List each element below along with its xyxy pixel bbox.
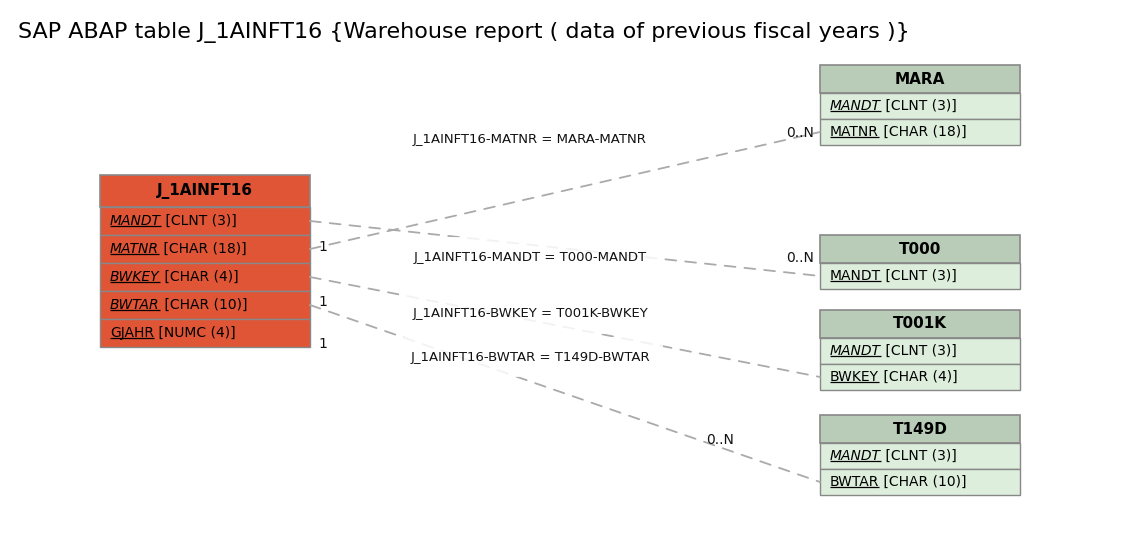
Text: SAP ABAP table J_1AINFT16 {Warehouse report ( data of previous fiscal years )}: SAP ABAP table J_1AINFT16 {Warehouse rep… bbox=[18, 22, 910, 43]
Text: [CHAR (10)]: [CHAR (10)] bbox=[160, 298, 247, 312]
Text: BWKEY: BWKEY bbox=[830, 370, 879, 384]
Text: BWKEY: BWKEY bbox=[110, 270, 160, 284]
Text: MANDT: MANDT bbox=[830, 344, 881, 358]
Bar bbox=[100, 175, 310, 207]
Text: MANDT: MANDT bbox=[830, 99, 881, 113]
Bar bbox=[820, 119, 1020, 145]
Bar bbox=[820, 443, 1020, 469]
Bar bbox=[100, 207, 310, 235]
Text: [CLNT (3)]: [CLNT (3)] bbox=[881, 344, 956, 358]
Bar bbox=[820, 263, 1020, 289]
Text: [CLNT (3)]: [CLNT (3)] bbox=[881, 269, 957, 283]
Text: [CLNT (3)]: [CLNT (3)] bbox=[161, 214, 237, 228]
Bar bbox=[100, 263, 310, 291]
Text: T001K: T001K bbox=[893, 317, 947, 332]
Text: [CHAR (4)]: [CHAR (4)] bbox=[160, 270, 238, 284]
Text: 1: 1 bbox=[318, 295, 327, 309]
Bar bbox=[820, 310, 1020, 338]
Bar bbox=[100, 235, 310, 263]
Text: 1: 1 bbox=[318, 240, 327, 254]
Text: 0..N: 0..N bbox=[786, 126, 813, 140]
Text: MANDT: MANDT bbox=[110, 214, 161, 228]
Bar bbox=[820, 415, 1020, 443]
Text: [CHAR (10)]: [CHAR (10)] bbox=[879, 475, 966, 489]
Text: 0..N: 0..N bbox=[706, 433, 734, 447]
Text: BWTAR: BWTAR bbox=[110, 298, 160, 312]
Text: MARA: MARA bbox=[895, 71, 945, 87]
Bar bbox=[100, 291, 310, 319]
Text: J_1AINFT16-BWTAR = T149D-BWTAR: J_1AINFT16-BWTAR = T149D-BWTAR bbox=[410, 350, 650, 363]
Text: J_1AINFT16: J_1AINFT16 bbox=[157, 183, 253, 199]
Text: J_1AINFT16-MATNR = MARA-MATNR: J_1AINFT16-MATNR = MARA-MATNR bbox=[414, 133, 647, 147]
Text: 0..N: 0..N bbox=[786, 251, 813, 265]
Text: BWTAR: BWTAR bbox=[830, 475, 879, 489]
Text: MATNR: MATNR bbox=[110, 242, 159, 256]
Text: J_1AINFT16-BWKEY = T001K-BWKEY: J_1AINFT16-BWKEY = T001K-BWKEY bbox=[412, 307, 648, 321]
Text: [CHAR (18)]: [CHAR (18)] bbox=[159, 242, 247, 256]
Bar bbox=[820, 338, 1020, 364]
Text: GJAHR: GJAHR bbox=[110, 326, 154, 340]
Text: J_1AINFT16-MANDT = T000-MANDT: J_1AINFT16-MANDT = T000-MANDT bbox=[414, 250, 647, 264]
Text: T149D: T149D bbox=[893, 422, 947, 436]
Bar bbox=[820, 235, 1020, 263]
Text: MATNR: MATNR bbox=[830, 125, 879, 139]
Bar bbox=[820, 364, 1020, 390]
Text: 1: 1 bbox=[318, 337, 327, 351]
Bar bbox=[820, 93, 1020, 119]
Text: MANDT: MANDT bbox=[830, 449, 881, 463]
Text: MANDT: MANDT bbox=[830, 269, 881, 283]
Text: [NUMC (4)]: [NUMC (4)] bbox=[154, 326, 236, 340]
Text: [CHAR (4)]: [CHAR (4)] bbox=[879, 370, 957, 384]
Bar bbox=[820, 469, 1020, 495]
Bar bbox=[820, 65, 1020, 93]
Text: [CLNT (3)]: [CLNT (3)] bbox=[881, 449, 956, 463]
Bar bbox=[100, 319, 310, 347]
Text: [CHAR (18)]: [CHAR (18)] bbox=[879, 125, 966, 139]
Text: [CLNT (3)]: [CLNT (3)] bbox=[881, 99, 956, 113]
Text: T000: T000 bbox=[898, 242, 942, 256]
